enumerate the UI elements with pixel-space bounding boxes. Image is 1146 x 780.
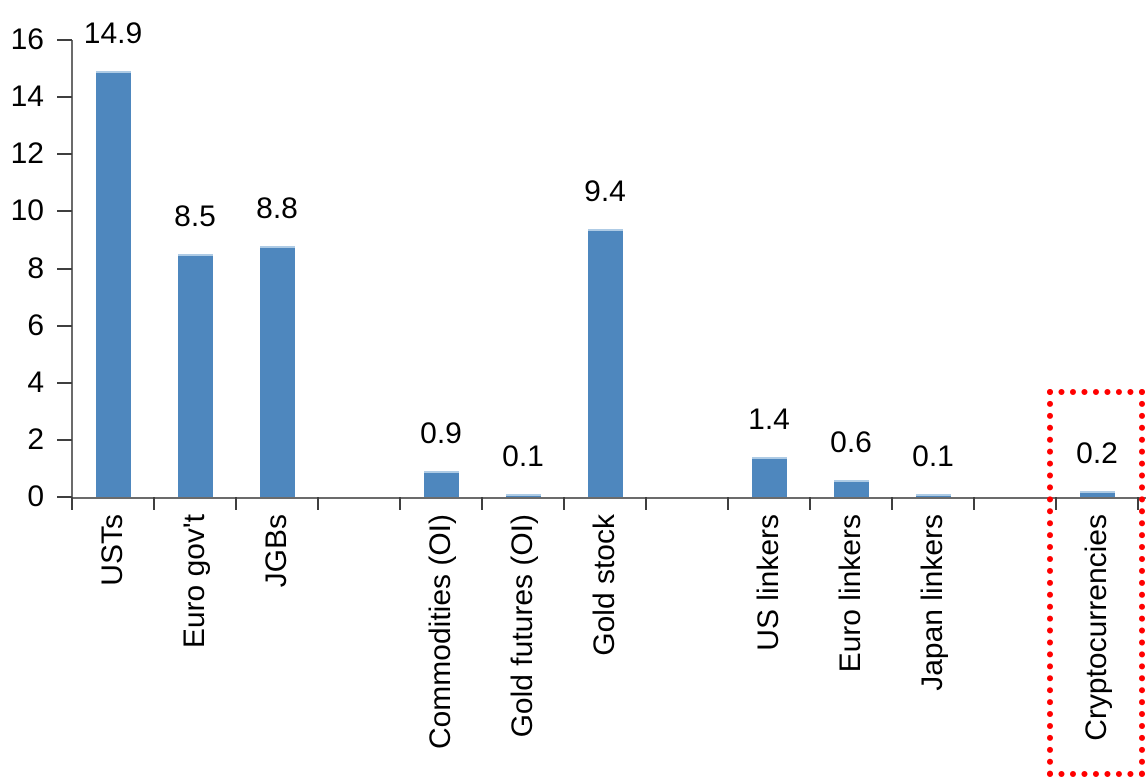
y-axis-tick [57,439,72,441]
bar-value-label: 0.6 [830,426,872,459]
bar [506,494,541,497]
bar-value-label: 14.9 [83,17,143,50]
y-axis-tick [57,268,72,270]
bar [260,246,295,497]
y-tick-label: 6 [27,309,44,342]
x-axis-line [71,497,1146,499]
bar-value-label: 0.1 [502,440,544,473]
x-axis-tick [727,497,729,510]
y-axis-tick [57,496,72,498]
bar [424,471,459,497]
x-category-label: JGBs [260,514,293,588]
bar [834,480,869,497]
bar [96,71,131,497]
bar-value-label: 1.4 [748,403,790,436]
x-category-label: Euro linkers [834,514,867,673]
y-axis-tick [57,153,72,155]
x-axis-tick [71,497,73,510]
highlight-box [1047,389,1145,777]
y-axis-tick [57,325,72,327]
bar [916,494,951,497]
x-axis-tick [563,497,565,510]
bar [588,229,623,497]
y-tick-label: 12 [10,137,44,170]
y-tick-label: 8 [27,252,44,285]
y-axis-line [71,40,73,499]
bar-value-label: 0.2 [1076,437,1118,470]
x-category-label: USTs [96,514,129,586]
y-tick-label: 16 [10,23,44,56]
y-tick-label: 14 [10,80,44,113]
y-tick-label: 10 [10,194,44,227]
x-axis-tick [153,497,155,510]
y-tick-label: 4 [27,366,44,399]
x-axis-tick [399,497,401,510]
x-axis-tick [645,497,647,510]
y-axis-tick [57,96,72,98]
x-category-label: Euro gov't [178,514,211,649]
bar-value-label: 0.1 [912,440,954,473]
x-axis-tick [317,497,319,510]
x-axis-tick [1055,497,1057,510]
x-axis-tick [481,497,483,510]
x-axis-tick [973,497,975,510]
x-category-label: Gold futures (OI) [506,514,539,738]
x-axis-tick [891,497,893,510]
x-category-label: US linkers [752,514,785,651]
bar-value-label: 8.8 [256,192,298,225]
x-category-label: Commodities (OI) [424,514,457,750]
bar [178,254,213,497]
x-category-label: Gold stock [588,514,621,656]
x-axis-tick [235,497,237,510]
y-tick-label: 2 [27,423,44,456]
x-axis-tick [809,497,811,510]
y-axis-tick [57,210,72,212]
bar [1080,491,1115,497]
y-axis-tick [57,39,72,41]
bar [752,457,787,497]
bar-value-label: 9.4 [584,175,626,208]
x-category-label: Japan linkers [916,514,949,691]
y-axis-tick [57,382,72,384]
x-axis-tick [1137,497,1139,510]
bar-value-label: 0.9 [420,417,462,450]
y-tick-label: 0 [27,480,44,513]
bar-value-label: 8.5 [174,200,216,233]
